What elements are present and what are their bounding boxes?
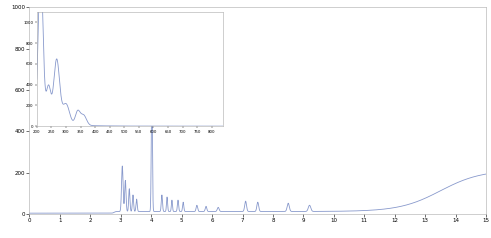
Text: 2,6-NDA: 2,6-NDA <box>123 45 200 63</box>
